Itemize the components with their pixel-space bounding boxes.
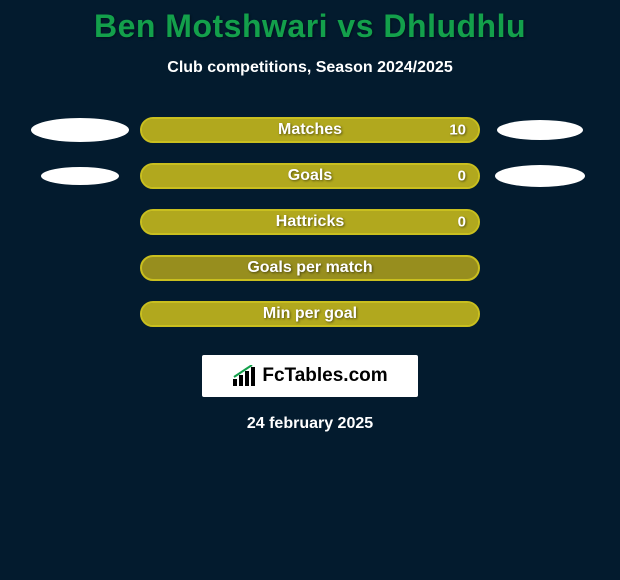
right-marker (490, 153, 590, 199)
ellipse-icon (495, 165, 585, 187)
stat-label: Matches (278, 121, 342, 139)
left-marker (30, 245, 130, 291)
page-title: Ben Motshwari vs Dhludhlu (0, 0, 620, 45)
ellipse-icon (41, 167, 119, 185)
stat-bar: Hattricks 0 (140, 209, 480, 235)
brand-badge: FcTables.com (202, 355, 418, 397)
stat-label: Min per goal (263, 305, 357, 323)
left-marker (30, 153, 130, 199)
right-marker (490, 199, 590, 245)
left-marker (30, 291, 130, 337)
ellipse-icon (31, 118, 129, 142)
stat-value: 0 (458, 168, 466, 185)
right-marker (490, 291, 590, 337)
stat-row: Matches 10 (0, 107, 620, 153)
brand-text: FcTables.com (262, 365, 387, 387)
stat-bar: Min per goal (140, 301, 480, 327)
stat-row: Goals per match (0, 245, 620, 291)
stat-value: 10 (449, 122, 466, 139)
chart-bars-icon (232, 365, 258, 387)
stat-row: Min per goal (0, 291, 620, 337)
left-marker (30, 107, 130, 153)
stat-bar: Goals per match (140, 255, 480, 281)
date-caption: 24 february 2025 (0, 415, 620, 433)
stat-bar: Goals 0 (140, 163, 480, 189)
comparison-infographic: Ben Motshwari vs Dhludhlu Club competiti… (0, 0, 620, 580)
stat-label: Goals (288, 167, 332, 185)
ellipse-icon (497, 120, 583, 140)
stat-label: Hattricks (276, 213, 344, 231)
stat-row: Hattricks 0 (0, 199, 620, 245)
stat-row: Goals 0 (0, 153, 620, 199)
stat-label: Goals per match (247, 259, 372, 277)
stat-value: 0 (458, 214, 466, 231)
stat-rows: Matches 10 Goals 0 (0, 107, 620, 337)
right-marker (490, 107, 590, 153)
subtitle: Club competitions, Season 2024/2025 (0, 59, 620, 77)
left-marker (30, 199, 130, 245)
stat-bar: Matches 10 (140, 117, 480, 143)
right-marker (490, 245, 590, 291)
